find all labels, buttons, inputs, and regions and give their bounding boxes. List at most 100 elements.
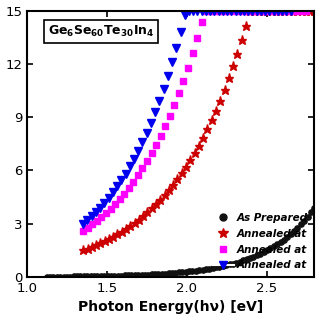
Annealed at [295,9,299,12]
Annealed at [250,9,254,12]
Annealed at [268,9,271,12]
Annealed at [170,60,174,64]
Annealed at [204,9,208,12]
Annealed at [124,172,127,175]
Annealed at [238,9,242,12]
Annealed at [225,9,229,12]
Annealed at [109,207,113,211]
Annealed at [245,9,249,12]
Annealed at [118,197,122,201]
Text: $\mathregular{Ge_6Se_{60}Te_{30}In_4}$: $\mathregular{Ge_6Se_{60}Te_{30}In_4}$ [47,24,154,39]
Annealed at [254,9,258,12]
Annealed at [85,218,89,222]
Annealed at [179,30,182,34]
Annealed at [195,36,199,40]
Annealed at [183,13,187,17]
Annealed at [268,9,272,12]
Annealed at [127,186,131,190]
Annealed at [136,173,140,177]
Annealed at [273,9,276,12]
Annealed at [100,215,103,219]
Annealed at [90,214,94,218]
Annealed at [236,9,240,12]
Annealed at [149,121,153,125]
Annealed at [218,9,222,12]
Annealed at [119,178,123,182]
Annealed at [81,248,85,252]
As Prepared [282,238,286,242]
Annealed at [277,9,281,12]
Annealed at [163,124,167,128]
Annealed at [154,143,158,147]
Annealed at [286,9,290,12]
Legend: As Prepared, Annealed at, Annealed at, Annealed at: As Prepared, Annealed at, Annealed at, A… [209,209,312,275]
As Prepared [228,262,232,266]
Line: Annealed at: Annealed at [79,6,319,255]
Annealed at [167,188,171,192]
Annealed at [191,52,195,55]
Annealed at [212,9,216,12]
Annealed at [122,192,126,196]
Annealed at [242,9,246,12]
Annealed at [259,9,263,12]
Annealed at [132,157,136,161]
X-axis label: Photon Energy(hν) [eV]: Photon Energy(hν) [eV] [78,300,264,315]
Annealed at [153,110,157,114]
Annealed at [162,87,165,91]
Annealed at [276,9,280,12]
Annealed at [259,9,263,12]
Annealed at [200,9,204,12]
Annealed at [81,222,85,226]
Annealed at [124,227,128,231]
Annealed at [102,201,106,205]
Annealed at [282,9,286,12]
Annealed at [86,226,90,230]
Annealed at [113,202,117,206]
Annealed at [255,9,259,12]
Annealed at [222,9,226,12]
Annealed at [248,9,252,12]
Annealed at [264,9,268,12]
Annealed at [81,229,85,233]
Annealed at [181,79,185,83]
Annealed at [196,9,199,12]
Annealed at [305,9,308,12]
Annealed at [104,211,108,215]
Annealed at [291,9,295,12]
Annealed at [187,9,191,12]
Annealed at [145,159,149,163]
Annealed at [221,9,225,12]
Annealed at [94,210,98,214]
As Prepared [204,267,208,271]
Annealed at [145,131,148,135]
Annealed at [186,66,190,69]
Line: As Prepared: As Prepared [44,205,317,279]
As Prepared [313,206,316,210]
Annealed at [132,180,135,184]
Annealed at [300,9,304,12]
Annealed at [159,134,163,138]
Annealed at [229,9,233,12]
Annealed at [200,20,204,24]
Annealed at [137,218,141,221]
Annealed at [234,9,237,12]
Annealed at [128,164,132,168]
Annealed at [168,114,172,118]
Annealed at [213,9,217,12]
Annealed at [174,46,178,50]
Annealed at [115,185,119,188]
Annealed at [251,9,254,12]
Annealed at [280,9,284,12]
Annealed at [107,196,110,200]
Annealed at [284,9,288,12]
Annealed at [177,92,181,95]
Annealed at [150,151,154,155]
Annealed at [157,99,161,103]
Annealed at [204,9,208,12]
Line: Annealed at: Annealed at [79,7,294,228]
Annealed at [208,9,212,12]
Annealed at [98,206,102,210]
Annealed at [291,9,295,12]
Annealed at [241,9,244,12]
Annealed at [308,9,312,12]
